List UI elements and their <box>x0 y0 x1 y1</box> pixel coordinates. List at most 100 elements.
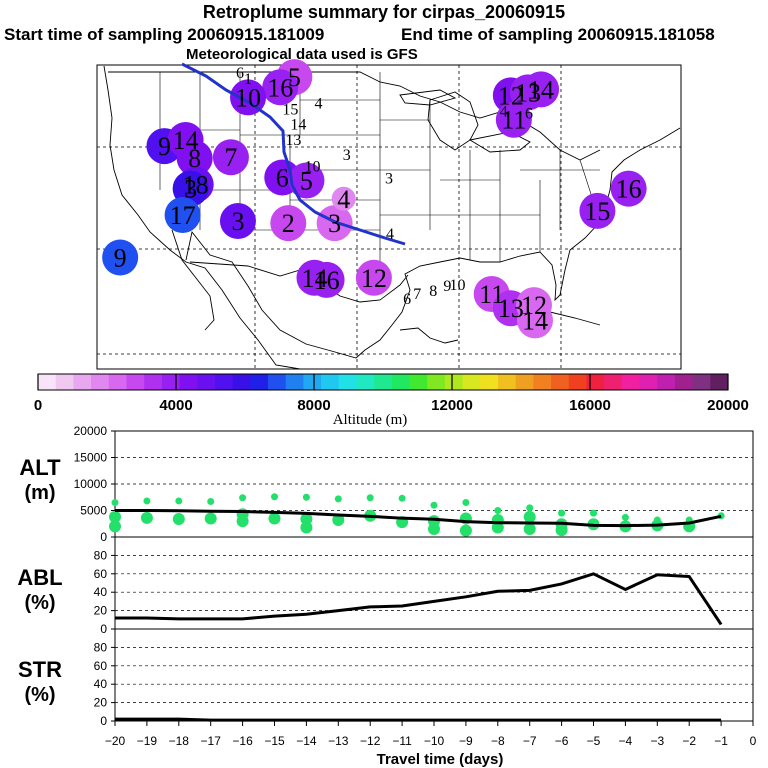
colorbar-cell <box>391 374 410 390</box>
y-tick-label: 80 <box>94 548 108 562</box>
alt-point <box>271 493 278 501</box>
plume-label: 11 <box>501 106 526 135</box>
plume-label: 3 <box>343 147 351 164</box>
x-tick-label: −7 <box>523 734 537 748</box>
y-tick-label: 0 <box>100 530 107 544</box>
colorbar-cell <box>38 374 57 390</box>
colorbar-cell <box>126 374 145 390</box>
plume-label: 6 <box>236 65 244 82</box>
colorbar-cell <box>250 374 269 390</box>
pacific-coastline <box>103 65 301 370</box>
plume-dot <box>579 192 616 229</box>
alt-point <box>302 493 310 501</box>
alt-point <box>430 501 438 509</box>
series-line <box>115 572 723 626</box>
panel-label: ABL <box>17 565 62 590</box>
x-tick-label: −6 <box>555 734 569 748</box>
colorbar-cell <box>285 374 304 390</box>
alt-point <box>334 495 342 503</box>
colorbar-cell <box>73 374 92 390</box>
plume-label: 12 <box>361 264 387 293</box>
colorbar-cell <box>674 374 694 390</box>
plume-label: 17 <box>170 201 196 230</box>
plume-dot <box>523 71 560 108</box>
alt-point <box>555 524 568 537</box>
alt-point <box>143 497 151 505</box>
plume-label: 14 <box>528 75 554 104</box>
panel-str: 80 60 40 20 0 STR(%) <box>18 628 754 728</box>
x-tick-label: −8 <box>491 734 505 748</box>
colorbar-cell <box>657 374 676 390</box>
plume-label: 6 <box>525 106 533 123</box>
colorbar-cell <box>586 374 605 390</box>
alt-point <box>204 512 217 525</box>
x-tick-label: −18 <box>169 734 190 748</box>
x-tick-label: −19 <box>137 734 158 748</box>
plume-label: 6 <box>403 291 411 308</box>
colorbar-cell <box>710 374 729 390</box>
plume-label: 2 <box>282 209 295 238</box>
alt-point <box>494 507 502 514</box>
plume-label: 5 <box>300 167 313 196</box>
colorbar: 0 4000 8000 12000 16000 20000 Altitude (m) <box>34 373 749 428</box>
plume-label: 4 <box>337 185 350 214</box>
x-axis-label: Travel time (days) <box>377 751 504 768</box>
x-tick-label: −5 <box>587 734 601 748</box>
alt-point <box>207 497 215 505</box>
alt-point <box>526 504 534 512</box>
plume-label: 6 <box>276 163 289 192</box>
great-lakes-superior <box>399 89 457 106</box>
start-time-label: Start time of sampling 20060915.181009 <box>4 25 325 44</box>
colorbar-cell <box>498 374 517 390</box>
end-time-label: End time of sampling 20060915.181058 <box>401 25 715 44</box>
alt-point <box>558 509 566 517</box>
plume-dot <box>219 203 256 240</box>
colorbar-ticks: 0 4000 8000 12000 16000 20000 <box>34 374 749 414</box>
y-tick-label: 5000 <box>80 504 107 518</box>
plume-label: 4 <box>500 104 508 121</box>
x-tick-label: −10 <box>424 734 445 748</box>
plume-label: 7 <box>413 286 421 303</box>
y-tick-label: 20000 <box>74 424 108 438</box>
colorbar-cell <box>55 374 74 390</box>
panel-unit: (%) <box>24 592 55 614</box>
colorbar-cell <box>480 374 499 390</box>
plume-label: 13 <box>498 294 524 323</box>
colorbar-tick-label: 20000 <box>707 397 749 414</box>
x-tick-label: −17 <box>201 734 222 748</box>
baja-coast <box>171 229 215 331</box>
us-canada-border <box>108 71 601 161</box>
plume-dot <box>270 205 307 242</box>
plume-label: 10 <box>235 83 261 112</box>
figure-title: Retroplume summary for cirpas_20060915 <box>202 2 566 22</box>
plume-dot <box>288 162 325 199</box>
plume-label: 3 <box>231 207 244 236</box>
panel-alt: 20000 15000 10000 5000 0 ALT(m) <box>19 424 754 544</box>
series-line <box>115 717 722 722</box>
alt-point <box>109 510 121 523</box>
panel-abl: 80 60 40 20 0 ABL(%) <box>17 536 754 636</box>
plume-dot <box>164 196 201 233</box>
colorbar-cell <box>604 374 623 390</box>
plume-label: 3 <box>328 209 341 238</box>
x-axis: −20 −19 −18 −17 −16 −15 −14 −13 −12 −11 −10 −9 −8 −7−… <box>105 721 757 768</box>
colorbar-cell <box>374 374 393 390</box>
alt-point <box>239 494 247 502</box>
x-tick-label: −11 <box>392 734 412 748</box>
x-tick-label: −13 <box>328 734 349 748</box>
alt-point <box>268 512 281 525</box>
alt-point <box>140 511 153 524</box>
plume-label: 3 <box>184 175 197 204</box>
plume-dot <box>102 239 139 276</box>
plume-dot <box>331 186 356 211</box>
plume-label: 13 <box>515 78 541 107</box>
alt-point <box>366 494 374 502</box>
colorbar-cell <box>356 374 375 390</box>
alt-point <box>175 497 183 505</box>
x-tick-label: −12 <box>360 734 381 748</box>
alt-point <box>300 512 313 525</box>
panel-unit: (m) <box>24 482 55 504</box>
